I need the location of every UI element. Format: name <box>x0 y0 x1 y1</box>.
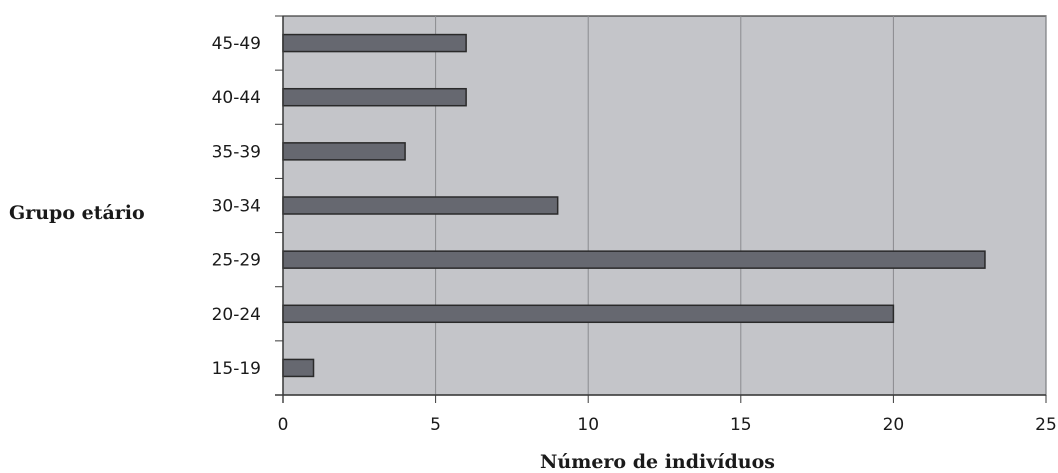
y-axis-label: Grupo etário <box>9 202 145 224</box>
grid-lines <box>435 16 1047 395</box>
bar-30-34 <box>282 196 559 215</box>
x-tick-label-10: 10 <box>577 415 599 435</box>
x-tick-label-20: 20 <box>883 415 905 435</box>
y-tick-label-30-34: 30-34 <box>212 197 261 217</box>
bar-45-49 <box>282 33 467 53</box>
y-tick-label-25-29: 25-29 <box>212 251 261 271</box>
x-tick-label-5: 5 <box>430 415 441 435</box>
y-tick-label-20-24: 20-24 <box>212 305 261 325</box>
bars <box>282 33 986 378</box>
bar-15-19 <box>282 358 315 378</box>
y-tick-label-45-49: 45-49 <box>212 34 261 54</box>
bar-40-44 <box>282 87 467 107</box>
y-tick-label-35-39: 35-39 <box>212 142 261 162</box>
bar-20-24 <box>282 304 895 324</box>
axes <box>275 15 1047 403</box>
x-tick-label-15: 15 <box>730 415 752 435</box>
y-tick-labels: 15-19 20-24 25-29 30-34 35-39 40-44 45-49 <box>212 34 261 379</box>
x-tick-label-25: 25 <box>1035 415 1057 435</box>
bar-35-39 <box>282 142 406 161</box>
y-tick-label-40-44: 40-44 <box>212 88 261 108</box>
x-axis-label: Número de indivíduos <box>540 451 775 473</box>
x-tick-label-0: 0 <box>278 415 289 435</box>
y-tick-label-15-19: 15-19 <box>212 359 261 379</box>
x-tick-labels: 0 5 10 15 20 25 <box>278 415 1057 435</box>
bar-25-29 <box>282 250 986 269</box>
